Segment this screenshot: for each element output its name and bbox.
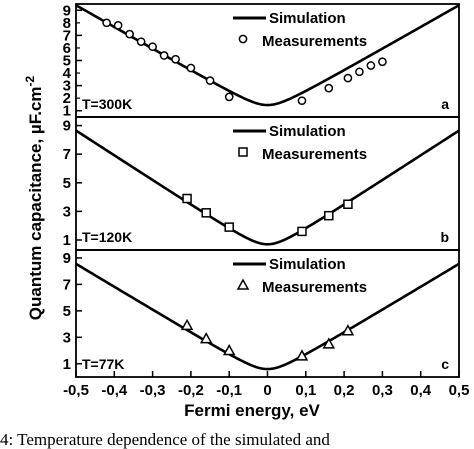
y-axis-label-superscript: -2 [23, 75, 37, 86]
measurement-point [324, 210, 334, 221]
legend-measurements-label: Measurements [262, 146, 367, 163]
measurement-point [224, 92, 234, 102]
x-tick-label: 0,3 [372, 382, 393, 399]
temperature-label: T=77K [82, 356, 124, 372]
measurement-point [102, 18, 111, 28]
y-tick-label: 9 [63, 250, 71, 267]
measurement-point [182, 193, 192, 204]
y-tick-label: 5 [63, 303, 71, 320]
x-tick-label: -0,2 [178, 382, 204, 399]
legend: Simulation Measurements [233, 123, 367, 163]
y-tick-label: 7 [63, 276, 71, 293]
measurement-point [113, 20, 123, 30]
measurement-point [201, 208, 211, 218]
x-tick-label: -0,3 [140, 382, 166, 399]
x-axis-ticks: -0,5 -0,4 -0,3 -0,2 -0,1 0 0,1 0,2 0,3 0,4 0,5 [63, 371, 469, 399]
panel-c: 1 3 5 7 9 Simulation Measurements T=77K c [63, 249, 460, 378]
y-minor-tick-label: 6 [63, 40, 71, 57]
panel-b: 1 3 5 7 9 Simulation Measurements T=120K b [63, 116, 460, 251]
panel-a: 1 3 5 7 9 2 4 6 8 Simulation Measurements T=300K a [63, 2, 460, 120]
y-minor-tick-label: 4 [63, 65, 72, 82]
legend-measurements-label: Measurements [262, 33, 367, 50]
panel-letter: a [441, 96, 449, 112]
x-tick-label: 0 [263, 382, 271, 399]
y-minor-tick-label: 8 [63, 15, 71, 32]
x-tick-label: -0,4 [101, 382, 128, 399]
y-tick-label: 7 [63, 27, 71, 44]
measurement-point [136, 37, 146, 47]
chart-panels: 1 3 5 7 9 2 4 6 8 Simulation Measurements T=300K a 1 3… [63, 2, 460, 378]
y-tick-label: 3 [63, 203, 71, 220]
panel-frame [75, 3, 460, 118]
measurement-point [355, 67, 364, 77]
panel-letter: c [441, 356, 449, 372]
x-tick-label: 0,5 [449, 382, 470, 399]
legend-measurements-label: Measurements [262, 279, 367, 296]
measurement-point [180, 318, 194, 331]
y-minor-tick-label: 2 [63, 90, 71, 107]
measurement-point [343, 73, 353, 83]
x-tick-label: 0,4 [410, 382, 432, 399]
measurement-point [159, 51, 169, 60]
legend-marker-swatch [238, 34, 248, 44]
measurement-point [297, 226, 307, 237]
measurement-point [343, 199, 353, 209]
quantum-capacitance-chart: 1 3 5 7 9 2 4 6 8 Simulation Measurements T=300K a 1 3… [23, 2, 469, 420]
measurement-point [186, 63, 196, 73]
figure-caption: 4: Temperature dependence of the simulat… [0, 430, 330, 449]
measurement-point [224, 222, 234, 232]
legend-simulation-label: Simulation [269, 256, 346, 273]
y-tick-label: 5 [63, 53, 71, 70]
y-tick-label: 3 [63, 329, 71, 346]
y-tick-label: 9 [63, 2, 71, 19]
panel-frame [75, 249, 460, 378]
measurement-point [148, 42, 157, 52]
measurement-point [322, 337, 336, 349]
measurement-point [366, 61, 376, 70]
measurement-point [295, 349, 309, 361]
y-tick-label: 1 [63, 356, 71, 373]
legend-marker-swatch [238, 147, 248, 157]
measurement-point [171, 54, 180, 64]
x-tick-label: -0,1 [216, 382, 242, 399]
simulation-curve [76, 262, 459, 371]
measurement-point [324, 83, 334, 93]
panel-frame [75, 116, 460, 251]
y-tick-label: 5 [63, 175, 71, 192]
measurement-point [125, 29, 134, 39]
legend: Simulation Measurements [233, 256, 367, 296]
measurement-point [205, 76, 215, 85]
measurement-point [341, 324, 355, 336]
y-tick-label: 3 [63, 78, 71, 95]
panel-letter: b [440, 229, 449, 245]
y-tick-label: 1 [63, 232, 71, 249]
legend-simulation-label: Simulation [269, 10, 346, 27]
x-axis-label: Fermi energy, eV [184, 401, 320, 420]
y-tick-label: 1 [63, 103, 71, 120]
measurement-point [222, 343, 236, 356]
temperature-label: T=120K [82, 229, 132, 245]
temperature-label: T=300K [82, 96, 132, 112]
y-tick-label: 7 [63, 146, 71, 163]
measurement-point [378, 57, 387, 67]
x-tick-label: 0,1 [295, 382, 316, 399]
legend: Simulation Measurements [233, 10, 367, 50]
measurement-point [199, 332, 213, 344]
measurement-point [297, 96, 307, 106]
y-axis-label-text: Quantum capacitance, µF.cm [26, 86, 45, 320]
legend-marker-swatch [236, 278, 250, 290]
simulation-curve [76, 4, 459, 107]
x-tick-label: 0,2 [334, 382, 355, 399]
x-tick-label: -0,5 [63, 382, 89, 399]
y-axis-label: Quantum capacitance, µF.cm-2 [23, 75, 45, 320]
simulation-curve [76, 129, 459, 246]
y-tick-label: 9 [63, 118, 71, 135]
legend-simulation-label: Simulation [269, 123, 346, 140]
